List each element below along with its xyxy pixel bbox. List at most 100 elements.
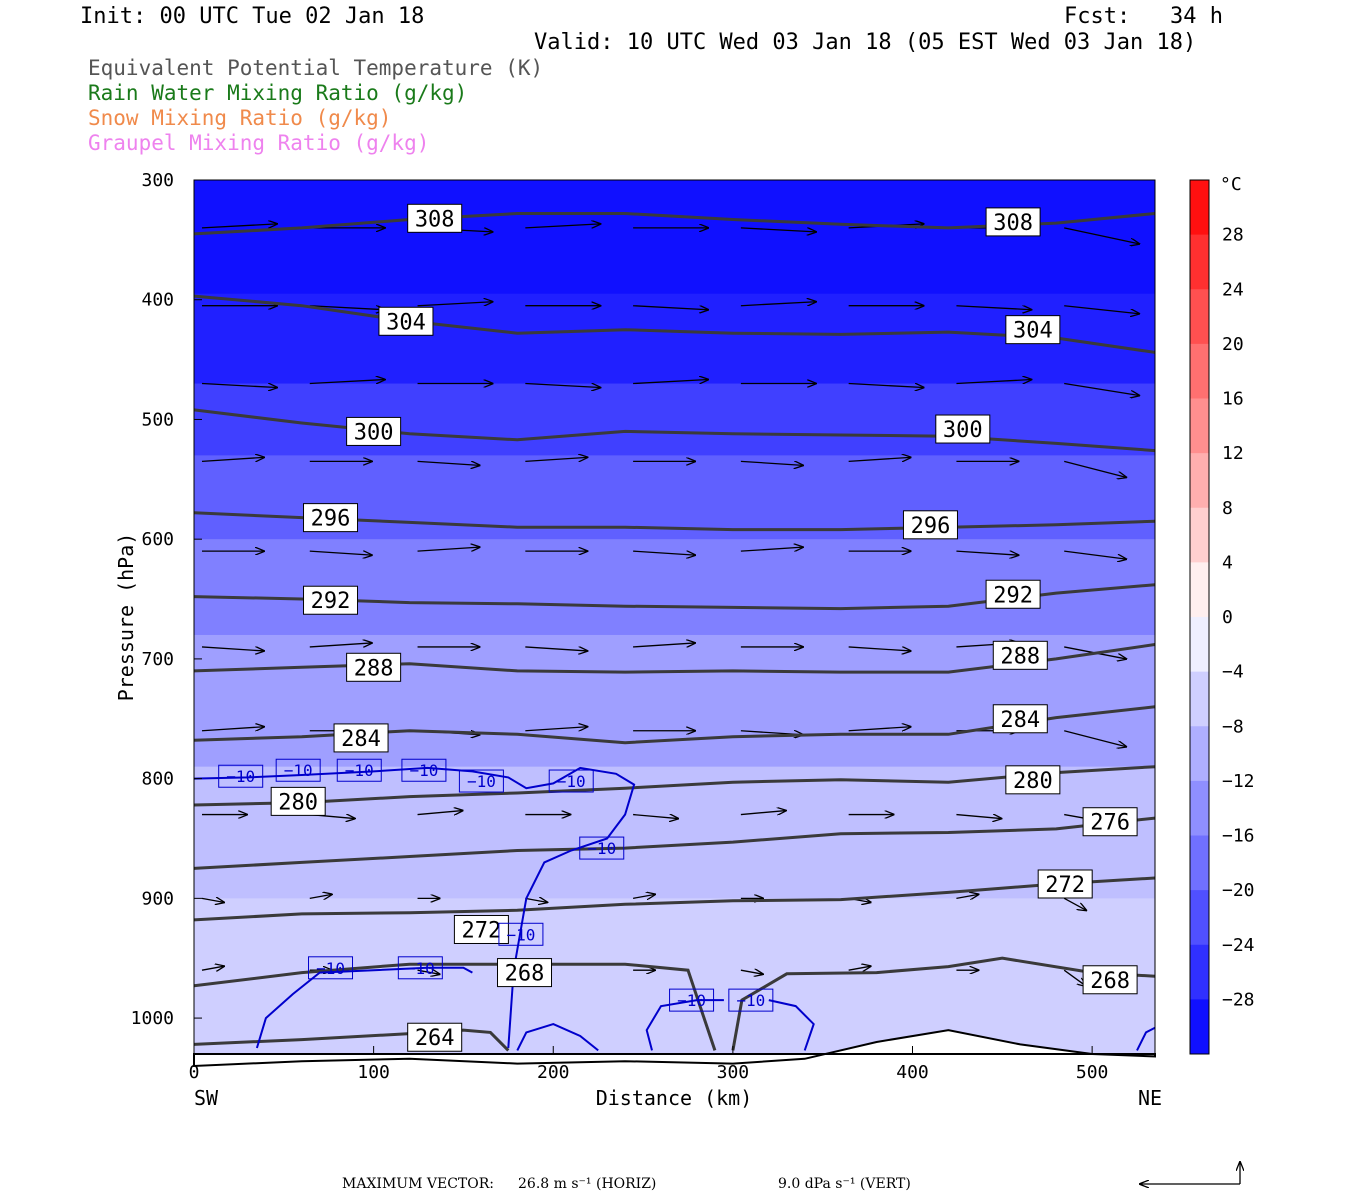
theta-e-label-box [333, 723, 389, 753]
temp-contour-minus10 [516, 1023, 599, 1052]
theta-e-label-box [1082, 807, 1138, 837]
theta-e-label: 284 [1000, 708, 1040, 733]
temp-label-box [336, 758, 382, 782]
wind-vector [309, 305, 385, 310]
temp-label: −10 [467, 772, 496, 791]
wind-vector [1064, 382, 1139, 396]
init-time: Init: 00 UTC Tue 02 Jan 18 [80, 4, 425, 29]
plot-frame [193, 179, 1156, 1055]
temp-label-box [401, 758, 447, 782]
temp-label: −10 [587, 839, 616, 858]
temp-label: −10 [736, 991, 765, 1010]
wind-vector [525, 898, 547, 902]
wind-vector [633, 550, 695, 555]
colorbar-label: 12 [1222, 443, 1244, 464]
colorbar-label: −12 [1222, 771, 1255, 792]
theta-e-label: 272 [1045, 873, 1085, 898]
colorbar-segment [1190, 343, 1209, 399]
wind-vector [201, 727, 264, 732]
legend-rain: Rain Water Mixing Ratio (g/kg) [88, 81, 468, 105]
colorbar-segment [1190, 507, 1209, 563]
legend-snow: Snow Mixing Ratio (g/kg) [88, 106, 392, 130]
valid-time: Valid: 10 UTC Wed 03 Jan 18 (05 EST Wed … [534, 30, 1197, 55]
theta-e-label: 272 [462, 918, 502, 943]
theta-e-label: 304 [386, 310, 426, 335]
theta-e-label-box [985, 579, 1041, 609]
wind-vector [1064, 305, 1139, 314]
temp-label: −10 [284, 761, 313, 780]
theta-e-label: 264 [415, 1026, 455, 1051]
y-axis-label: Pressure (hPa) [114, 533, 138, 702]
temp-label-box [579, 836, 625, 860]
theta-e-label: 268 [1090, 969, 1130, 994]
theta-e-label-box [1005, 765, 1061, 795]
y-tick-label: 600 [141, 529, 174, 550]
colorbar-label: 8 [1222, 498, 1233, 519]
wind-vector [201, 382, 277, 388]
wind-vector [740, 811, 786, 815]
colorbar-label: 0 [1222, 607, 1233, 628]
x-tick-label: 400 [896, 1062, 929, 1083]
theta-e-label-box [378, 306, 434, 336]
temp-contour-minus10 [645, 999, 724, 1051]
temp-contour-minus10 [1136, 1026, 1155, 1051]
max-vector-vert: 9.0 dPa s⁻¹ (VERT) [778, 1176, 911, 1192]
theta-e-label: 280 [278, 790, 318, 815]
temp-band-2 [194, 383, 1155, 457]
colorbar-segment [1190, 562, 1209, 618]
wind-vector [525, 224, 600, 229]
theta-e-contour [194, 294, 1155, 354]
temp-label-box [397, 956, 443, 980]
colorbar-segment [1190, 780, 1209, 836]
x-axis-label: Distance (km) [596, 1086, 753, 1110]
theta-e-label-box [1037, 869, 1093, 899]
temp-label: −10 [345, 761, 374, 780]
wind-vector [1064, 730, 1126, 747]
y-tick-label: 700 [141, 649, 174, 670]
colorbar-segment [1190, 726, 1209, 782]
wind-vector [417, 460, 480, 465]
theta-e-contour [194, 876, 1155, 922]
temp-band-6 [194, 766, 1155, 900]
theta-e-label-box [902, 510, 958, 540]
wind-vector [633, 305, 708, 310]
temp-label: −10 [677, 991, 706, 1010]
theta-e-label-box [985, 207, 1041, 237]
wind-vector [740, 970, 763, 974]
temp-label-box [669, 988, 715, 1012]
wind-vector [417, 970, 440, 974]
theta-e-label-box [935, 414, 991, 444]
forecast-hour: Fcst: 34 h [1064, 4, 1223, 29]
temp-band-0 [194, 180, 1155, 295]
temp-contour-minus10 [255, 966, 473, 1049]
wind-vector [201, 898, 224, 902]
terrain [193, 1029, 1156, 1068]
theta-e-label-box [303, 585, 359, 615]
wind-vector [201, 646, 264, 651]
colorbar-label: 20 [1222, 334, 1244, 355]
theta-e-label-box [407, 203, 463, 233]
wind-vector [525, 382, 600, 388]
wind-vector [1063, 897, 1086, 910]
colorbar-label: −20 [1222, 880, 1255, 901]
theta-e-label-box [497, 958, 553, 988]
wind-vector [956, 815, 1001, 819]
theta-e-contour [194, 765, 1155, 807]
colorbar-segment [1190, 234, 1209, 290]
theta-e-label-box [992, 640, 1048, 670]
theta-e-label-box [303, 503, 359, 533]
y-tick-label: 1000 [131, 1008, 174, 1029]
x-tick-label: 200 [537, 1062, 570, 1083]
wind-vector [740, 227, 816, 232]
theta-e-label: 284 [341, 727, 381, 752]
colorbar-label: 24 [1222, 279, 1244, 300]
colorbar-segment [1190, 999, 1209, 1055]
theta-e-label-box [346, 416, 402, 446]
colorbar-segment [1190, 890, 1209, 946]
colorbar-segment [1190, 835, 1209, 891]
wind-vector [740, 547, 803, 552]
temp-label: −10 [406, 959, 435, 978]
x-tick-label: 500 [1076, 1062, 1109, 1083]
endpoint-left: SW [194, 1086, 219, 1110]
wind-vector [309, 643, 372, 648]
